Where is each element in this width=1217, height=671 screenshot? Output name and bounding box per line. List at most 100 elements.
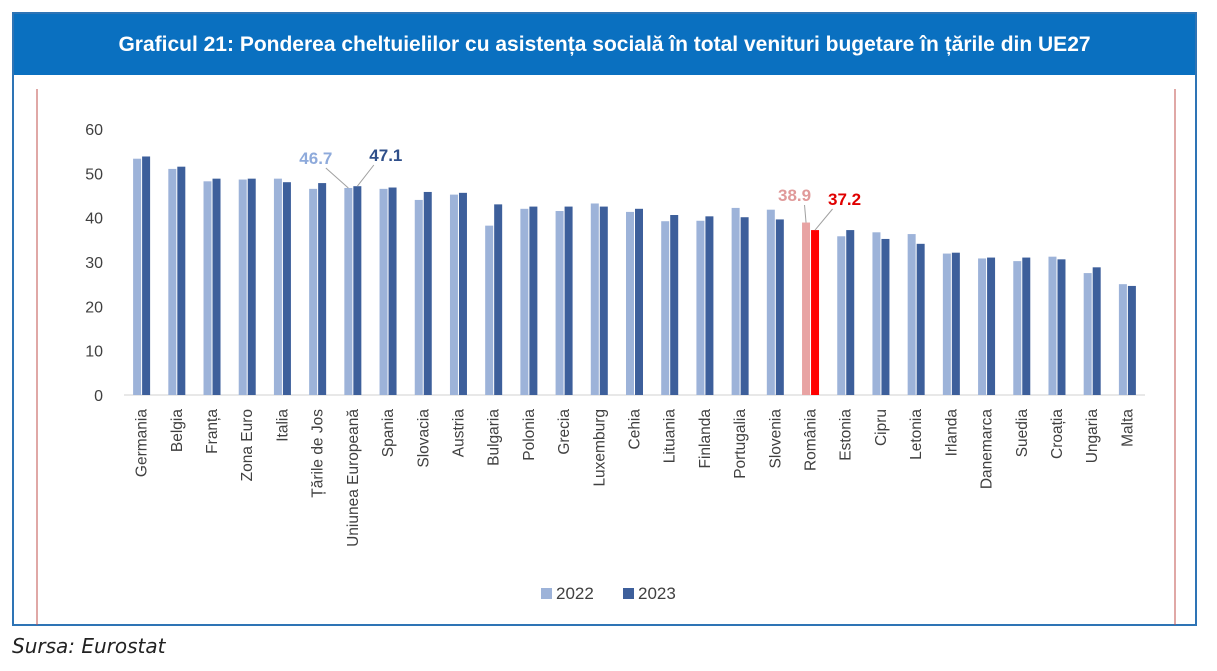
bar-2023 bbox=[247, 178, 256, 395]
bar-2022 bbox=[1118, 284, 1127, 395]
x-tick-label: Slovacia bbox=[415, 409, 432, 468]
bar-2023 bbox=[494, 204, 503, 395]
bar-2022 bbox=[1048, 256, 1057, 395]
bar-2022 bbox=[203, 181, 212, 395]
x-tick-label: Finlanda bbox=[697, 409, 714, 469]
x-tick-label: Suedia bbox=[1014, 409, 1031, 458]
x-tick-label: Luxemburg bbox=[591, 409, 608, 487]
y-tick-label: 40 bbox=[85, 211, 103, 228]
x-tick-label: Danemarca bbox=[979, 409, 996, 489]
x-tick-label: Bulgaria bbox=[486, 409, 503, 466]
bar-2022 bbox=[168, 168, 177, 395]
bar-2023 bbox=[1092, 267, 1101, 395]
bar-2023 bbox=[775, 219, 784, 395]
annotation-label: 38.9 bbox=[778, 186, 811, 205]
annotation-label: 47.1 bbox=[369, 146, 402, 165]
source-note: Sursa: Eurostat bbox=[12, 634, 166, 658]
bar-2022 bbox=[837, 236, 846, 395]
bar-2022 bbox=[449, 194, 458, 395]
bar-2022 bbox=[872, 232, 881, 395]
legend-label-2022: 2022 bbox=[556, 584, 594, 603]
bar-2022 bbox=[978, 258, 987, 395]
bar-2023 bbox=[916, 243, 925, 395]
bar-2022 bbox=[590, 203, 599, 395]
bar-2022 bbox=[309, 188, 318, 395]
x-tick-label: Italia bbox=[274, 409, 291, 442]
y-tick-label: 60 bbox=[85, 122, 103, 139]
bar-2022 bbox=[942, 253, 951, 395]
annotation-label: 46.7 bbox=[299, 149, 332, 168]
x-tick-label: Grecia bbox=[556, 409, 573, 455]
x-tick-label: Irlanda bbox=[943, 409, 960, 457]
chart-frame: Graficul 21: Ponderea cheltuielilor cu a… bbox=[12, 12, 1197, 626]
x-tick-label: Cipru bbox=[873, 409, 890, 446]
annotation-leader bbox=[325, 167, 349, 189]
bar-2022 bbox=[626, 211, 634, 395]
bar-2022 bbox=[1083, 273, 1092, 395]
annotation-leader bbox=[814, 208, 833, 231]
bar-2023 bbox=[1127, 285, 1136, 395]
x-tick-label: Estonia bbox=[838, 409, 855, 461]
annotation-label: 37.2 bbox=[828, 190, 861, 209]
x-tick-label: Belgia bbox=[169, 409, 186, 452]
legend-swatch-2022 bbox=[541, 588, 552, 599]
bar-2023 bbox=[811, 230, 820, 395]
bar-2023 bbox=[423, 191, 432, 395]
bar-2022 bbox=[731, 207, 740, 395]
y-tick-label: 30 bbox=[85, 255, 103, 272]
chart-title: Graficul 21: Ponderea cheltuielilor cu a… bbox=[14, 14, 1195, 75]
bar-2023 bbox=[177, 166, 186, 395]
bar-2023 bbox=[1022, 257, 1031, 395]
x-tick-label: Uniunea Europeană bbox=[345, 409, 362, 547]
annotation-leader bbox=[804, 204, 807, 223]
x-tick-label: România bbox=[803, 409, 820, 471]
x-tick-label: Letonia bbox=[908, 409, 925, 460]
bar-2023 bbox=[740, 217, 749, 395]
bar-2022 bbox=[802, 222, 811, 395]
bar-2022 bbox=[555, 211, 564, 395]
x-tick-label: Franța bbox=[204, 409, 221, 454]
legend-label-2023: 2023 bbox=[638, 584, 676, 603]
x-tick-label: Zona Euro bbox=[239, 409, 256, 481]
x-tick-label: Cehia bbox=[627, 409, 644, 450]
bar-2023 bbox=[282, 182, 291, 395]
bar-2023 bbox=[318, 183, 327, 395]
bar-2022 bbox=[344, 187, 353, 395]
annotation-leader bbox=[356, 164, 375, 187]
bar-2023 bbox=[635, 208, 643, 395]
bar-2022 bbox=[485, 225, 494, 395]
bar-2022 bbox=[238, 179, 247, 395]
bar-2023 bbox=[846, 230, 855, 395]
bar-2023 bbox=[142, 156, 151, 395]
legend-swatch-2023 bbox=[623, 588, 634, 599]
bar-2022 bbox=[661, 221, 670, 395]
x-tick-label: Germania bbox=[134, 409, 151, 477]
bar-2023 bbox=[987, 257, 996, 395]
bar-2023 bbox=[212, 178, 221, 395]
bar-2022 bbox=[133, 158, 142, 395]
y-tick-label: 0 bbox=[94, 388, 103, 405]
bar-2022 bbox=[273, 178, 282, 395]
bar-2022 bbox=[907, 234, 916, 395]
x-tick-label: Țările de Jos bbox=[310, 409, 327, 498]
bar-2023 bbox=[564, 206, 573, 395]
bar-2023 bbox=[670, 215, 679, 395]
x-tick-label: Ungaria bbox=[1084, 409, 1101, 464]
bar-2022 bbox=[520, 208, 529, 395]
y-tick-label: 20 bbox=[85, 299, 103, 316]
x-tick-label: Austria bbox=[450, 409, 467, 458]
bar-2022 bbox=[696, 220, 705, 395]
bar-2023 bbox=[599, 206, 608, 395]
x-tick-label: Malta bbox=[1119, 409, 1136, 447]
bar-2023 bbox=[458, 192, 467, 395]
x-tick-label: Portugalia bbox=[732, 409, 749, 479]
bar-2023 bbox=[705, 216, 714, 395]
x-tick-label: Polonia bbox=[521, 409, 538, 461]
x-tick-label: Croația bbox=[1049, 409, 1066, 459]
bar-chart: 0 10 20 30 40 50 60 Germania Belgia Franța Zona E… bbox=[36, 89, 1176, 625]
y-tick-label: 10 bbox=[85, 344, 103, 361]
bar-2023 bbox=[529, 206, 538, 395]
bar-2022 bbox=[766, 209, 775, 395]
bar-2023 bbox=[353, 186, 362, 395]
bar-2022 bbox=[1013, 261, 1022, 395]
